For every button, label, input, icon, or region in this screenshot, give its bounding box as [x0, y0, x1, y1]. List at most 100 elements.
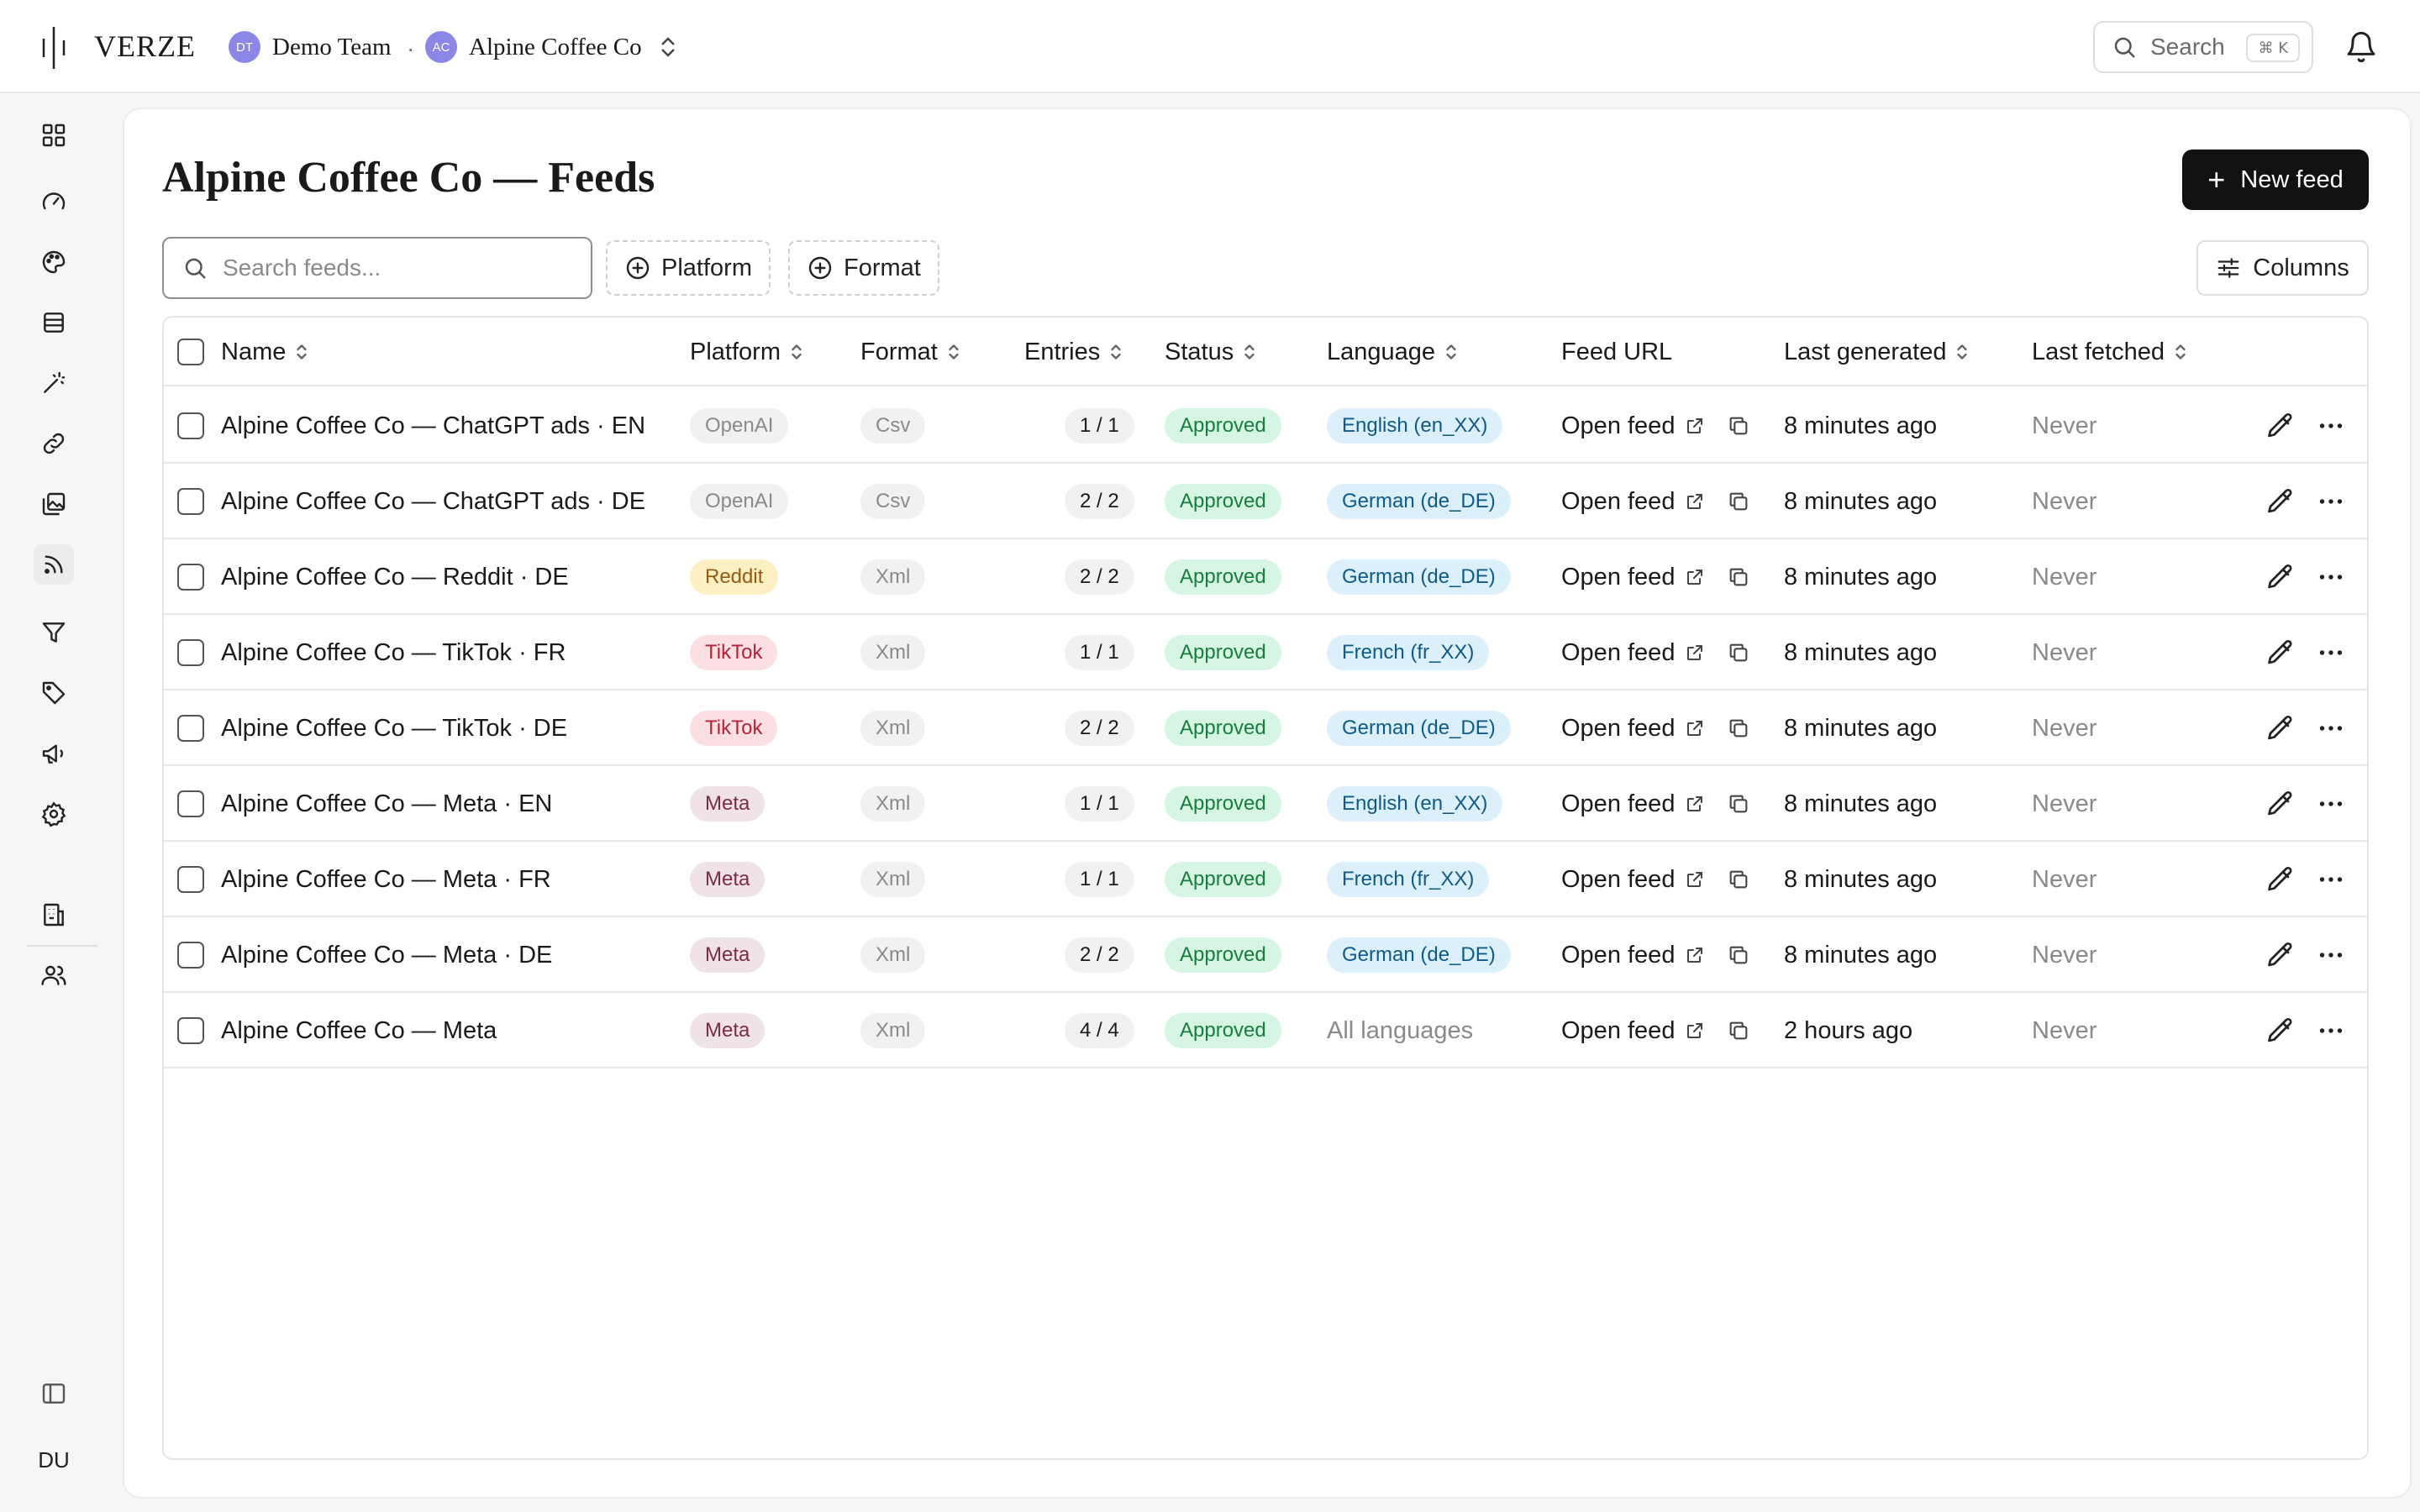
external-link-icon[interactable]: [1685, 567, 1705, 587]
global-search-button[interactable]: Search ⌘ K: [2093, 21, 2313, 73]
external-link-icon[interactable]: [1685, 643, 1705, 663]
feed-name[interactable]: Alpine Coffee Co — Reddit · DE: [221, 563, 569, 591]
table-row[interactable]: Alpine Coffee Co — ChatGPT ads · EN OpenA…: [164, 388, 2367, 464]
edit-button[interactable]: [2265, 713, 2296, 743]
edit-button[interactable]: [2265, 789, 2296, 819]
external-link-icon[interactable]: [1685, 1021, 1705, 1041]
table-row[interactable]: Alpine Coffee Co — Reddit · DE Reddit Xml 2…: [164, 539, 2367, 615]
sidebar-item-performance[interactable]: [34, 181, 74, 222]
copy-icon[interactable]: [1727, 641, 1750, 664]
column-header-last-generated[interactable]: Last generated: [1784, 318, 1970, 386]
copy-icon[interactable]: [1727, 868, 1750, 891]
external-link-icon[interactable]: [1685, 491, 1705, 512]
sidebar-item-organization[interactable]: [34, 895, 74, 935]
feed-name[interactable]: Alpine Coffee Co — Meta · DE: [221, 941, 553, 969]
table-row[interactable]: Alpine Coffee Co — Meta · EN Meta Xml 1 / 1…: [164, 766, 2367, 842]
chevron-up-down-icon[interactable]: [655, 34, 681, 60]
sidebar-item-campaigns[interactable]: [34, 733, 74, 774]
feed-name[interactable]: Alpine Coffee Co — Meta: [221, 1016, 497, 1044]
feed-search-field[interactable]: [162, 237, 592, 299]
open-feed-link[interactable]: Open feed: [1561, 790, 1676, 817]
copy-icon[interactable]: [1727, 1019, 1750, 1042]
platform-filter-button[interactable]: Platform: [606, 240, 771, 296]
edit-button[interactable]: [2265, 486, 2296, 517]
open-feed-link[interactable]: Open feed: [1561, 487, 1676, 515]
open-feed-link[interactable]: Open feed: [1561, 638, 1676, 666]
more-actions-button[interactable]: [2316, 638, 2346, 668]
open-feed-link[interactable]: Open feed: [1561, 1016, 1676, 1044]
team-switcher[interactable]: DT Demo Team: [229, 30, 392, 64]
sidebar-item-catalog[interactable]: [34, 302, 74, 343]
table-row[interactable]: Alpine Coffee Co — ChatGPT ads · DE OpenA…: [164, 464, 2367, 539]
more-actions-button[interactable]: [2316, 940, 2346, 970]
sidebar-item-links[interactable]: [34, 423, 74, 464]
more-actions-button[interactable]: [2316, 713, 2346, 743]
user-avatar[interactable]: DU: [38, 1446, 70, 1473]
external-link-icon[interactable]: [1685, 794, 1705, 814]
feed-name[interactable]: Alpine Coffee Co — TikTok · FR: [221, 638, 566, 666]
sidebar-item-tags[interactable]: [34, 673, 74, 713]
more-actions-button[interactable]: [2316, 864, 2346, 895]
row-checkbox[interactable]: [177, 715, 204, 742]
row-checkbox[interactable]: [177, 790, 204, 817]
sidebar-item-dashboard[interactable]: [34, 115, 74, 155]
edit-button[interactable]: [2265, 638, 2296, 668]
row-checkbox[interactable]: [177, 1017, 204, 1044]
external-link-icon[interactable]: [1685, 945, 1705, 965]
sidebar-item-settings[interactable]: [34, 794, 74, 834]
column-header-language[interactable]: Language: [1327, 318, 1459, 386]
column-header-format[interactable]: Format: [860, 318, 961, 386]
feed-name[interactable]: Alpine Coffee Co — ChatGPT ads · EN: [221, 412, 646, 439]
edit-button[interactable]: [2265, 411, 2296, 441]
more-actions-button[interactable]: [2316, 789, 2346, 819]
open-feed-link[interactable]: Open feed: [1561, 865, 1676, 893]
column-header-entries[interactable]: Entries: [1024, 318, 1123, 386]
column-header-name[interactable]: Name: [221, 318, 309, 386]
logo-text[interactable]: VERZE: [94, 29, 196, 63]
more-actions-button[interactable]: [2316, 562, 2346, 592]
feed-name[interactable]: Alpine Coffee Co — ChatGPT ads · DE: [221, 487, 646, 515]
table-row[interactable]: Alpine Coffee Co — Meta · FR Meta Xml 1 / 1…: [164, 842, 2367, 917]
edit-button[interactable]: [2265, 864, 2296, 895]
row-checkbox[interactable]: [177, 564, 204, 591]
table-row[interactable]: Alpine Coffee Co — Meta · DE Meta Xml 2 / 2…: [164, 917, 2367, 993]
row-checkbox[interactable]: [177, 942, 204, 969]
row-checkbox[interactable]: [177, 639, 204, 666]
table-row[interactable]: Alpine Coffee Co — Meta Meta Xml 4 / 4 Appro…: [164, 993, 2367, 1068]
column-header-last-fetched[interactable]: Last fetched: [2032, 318, 2188, 386]
copy-icon[interactable]: [1727, 565, 1750, 589]
sidebar-item-team[interactable]: [34, 955, 74, 995]
column-header-status[interactable]: Status: [1165, 318, 1257, 386]
sidebar-item-assets[interactable]: [34, 484, 74, 524]
brand-switcher[interactable]: AC Alpine Coffee Co: [425, 30, 642, 64]
open-feed-link[interactable]: Open feed: [1561, 714, 1676, 742]
copy-icon[interactable]: [1727, 717, 1750, 740]
sidebar-item-filters[interactable]: [34, 612, 74, 653]
open-feed-link[interactable]: Open feed: [1561, 563, 1676, 591]
external-link-icon[interactable]: [1685, 416, 1705, 436]
external-link-icon[interactable]: [1685, 869, 1705, 890]
row-checkbox[interactable]: [177, 488, 204, 515]
sidebar-collapse-toggle[interactable]: [34, 1373, 74, 1414]
edit-button[interactable]: [2265, 1016, 2296, 1046]
table-row[interactable]: Alpine Coffee Co — TikTok · FR TikTok Xml 1…: [164, 615, 2367, 690]
copy-icon[interactable]: [1727, 414, 1750, 438]
column-header-platform[interactable]: Platform: [690, 318, 804, 386]
columns-button[interactable]: Columns: [2196, 240, 2369, 296]
row-checkbox[interactable]: [177, 412, 204, 439]
copy-icon[interactable]: [1727, 490, 1750, 513]
open-feed-link[interactable]: Open feed: [1561, 941, 1676, 969]
edit-button[interactable]: [2265, 562, 2296, 592]
open-feed-link[interactable]: Open feed: [1561, 412, 1676, 439]
row-checkbox[interactable]: [177, 866, 204, 893]
feed-name[interactable]: Alpine Coffee Co — TikTok · DE: [221, 714, 568, 742]
format-filter-button[interactable]: Format: [788, 240, 939, 296]
new-feed-button[interactable]: + New feed: [2182, 150, 2369, 210]
edit-button[interactable]: [2265, 940, 2296, 970]
copy-icon[interactable]: [1727, 943, 1750, 967]
sidebar-item-generate[interactable]: [34, 363, 74, 403]
sidebar-item-feeds[interactable]: [34, 544, 74, 585]
select-all-checkbox[interactable]: [177, 339, 204, 365]
bell-icon[interactable]: [2344, 30, 2378, 64]
copy-icon[interactable]: [1727, 792, 1750, 816]
